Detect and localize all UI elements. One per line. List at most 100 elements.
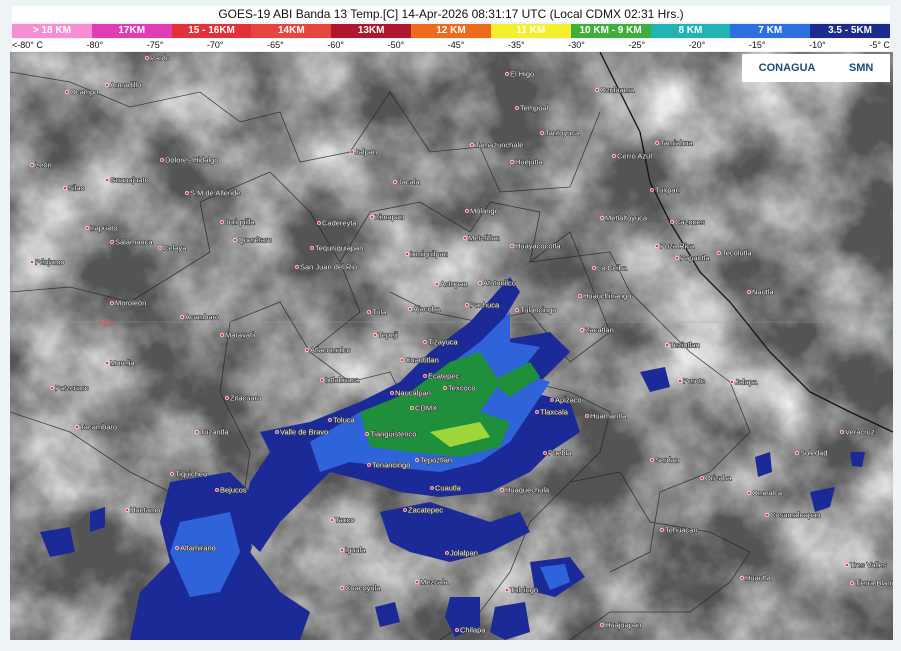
city-marker — [765, 513, 769, 517]
city-label: Tuzantla — [200, 428, 229, 437]
temperature-label: -5° C — [869, 40, 890, 50]
city-marker — [500, 488, 504, 492]
city-label: Tres Valles — [850, 561, 887, 570]
city-marker — [655, 244, 659, 248]
city-marker — [340, 548, 344, 552]
temperature-label: -15° — [748, 40, 766, 50]
city-marker — [850, 581, 854, 585]
city-marker — [670, 220, 674, 224]
city-label: Orizaba — [705, 474, 732, 483]
city-label: Armadillo — [110, 81, 141, 90]
city-label: Dolores Hidalgo — [165, 156, 218, 165]
city-marker — [415, 580, 419, 584]
legend-item: 17KM — [91, 24, 172, 38]
city-label: Huayacocotla — [515, 242, 561, 251]
city-label: Moroleón — [115, 299, 146, 308]
city-marker — [650, 458, 654, 462]
city-label: La Ceiba — [597, 264, 628, 273]
city-label: Irapuato — [90, 224, 118, 233]
city-marker — [110, 240, 114, 244]
city-label: Tulancingo — [520, 306, 556, 315]
city-marker — [540, 131, 544, 135]
city-marker — [655, 141, 659, 145]
city-label: Tula — [372, 308, 387, 317]
city-label: Patzcuaro — [55, 384, 89, 393]
city-marker — [675, 256, 679, 260]
temperature-label: -45° — [447, 40, 465, 50]
city-marker — [405, 252, 409, 256]
annotation: +20 — [98, 318, 113, 328]
temperature-label: -35° — [508, 40, 525, 50]
city-label: Huauchinango — [583, 292, 631, 301]
city-label: El Higo — [510, 70, 534, 79]
city-marker — [30, 260, 34, 264]
temperature-scale: <-80° C -80° -75° -70° -65° -60° -50° -45° -35° -… — [12, 39, 890, 51]
city-marker — [592, 266, 596, 270]
city-label: Cosamaloapan — [770, 511, 820, 520]
city-marker — [505, 72, 509, 76]
city-label: Apizaco — [555, 396, 582, 405]
temperature-label: -20° — [688, 40, 706, 50]
city-marker — [365, 432, 369, 436]
legend-item: 7 KM — [730, 24, 811, 38]
city-marker — [185, 191, 189, 195]
city-label: Cerro Azul — [617, 152, 652, 161]
city-label: Jalapa — [735, 378, 758, 387]
city-marker — [408, 307, 412, 311]
city-label: Puebla — [548, 449, 572, 458]
logos: CONAGUA SMN — [742, 54, 890, 82]
city-label: Celaya — [163, 244, 187, 253]
city-marker — [543, 451, 547, 455]
legend-item: > 18 KM — [12, 24, 92, 38]
city-label: Tizayuca — [428, 338, 459, 347]
city-marker — [160, 158, 164, 162]
city-label: Tulcingo — [510, 586, 538, 595]
city-marker — [415, 458, 419, 462]
city-marker — [740, 576, 744, 580]
city-marker — [158, 246, 162, 250]
logo-conagua: CONAGUA — [758, 62, 816, 74]
city-label: Chilapa — [460, 626, 486, 635]
city-label: Maravatio — [225, 331, 258, 340]
city-label: Pachuca — [470, 301, 500, 310]
city-label: Jalpan — [355, 148, 377, 157]
city-label: Naucalpan — [395, 389, 431, 398]
city-label: Cazones — [675, 218, 705, 227]
city-marker — [650, 188, 654, 192]
city-label: Tantoyuca — [545, 129, 580, 138]
legend-item: 15 - 16KM — [171, 24, 252, 38]
city-label: CDMX — [415, 404, 437, 413]
city-marker — [370, 215, 374, 219]
city-label: S.M de Allende — [190, 189, 240, 198]
city-label: Cuautla — [435, 484, 462, 493]
city-marker — [145, 56, 149, 60]
city-marker — [110, 301, 114, 305]
city-label: Tamiahua — [660, 139, 693, 148]
city-label: Ecatepec — [428, 372, 460, 381]
city-marker — [233, 238, 237, 242]
city-label: Tecolutla — [722, 249, 752, 258]
city-label: Huautla — [745, 574, 772, 583]
city-marker — [340, 586, 344, 590]
city-label: Iguala — [345, 546, 366, 555]
city-label: Zacatepec — [408, 506, 443, 515]
temperature-label: -65° — [267, 40, 284, 50]
city-label: Tamazunchale — [475, 141, 523, 150]
city-label: Tempoal — [520, 104, 549, 113]
city-label: Poza Rica — [660, 242, 695, 251]
city-label: Bejucos — [220, 486, 247, 495]
city-marker — [373, 333, 377, 337]
city-label: Acambaro — [185, 313, 219, 322]
city-label: Zimapan — [375, 213, 404, 222]
city-label: Cuautitlan — [405, 356, 439, 365]
city-marker — [612, 154, 616, 158]
temperature-label: -60° — [327, 40, 344, 50]
city-label: Salamanca — [115, 238, 153, 247]
city-label: Jolalpan — [450, 549, 478, 558]
city-marker — [195, 430, 199, 434]
city-label: Perote — [683, 377, 705, 386]
city-marker — [50, 386, 54, 390]
legend-item: 13KM — [331, 24, 412, 38]
city-marker — [423, 340, 427, 344]
